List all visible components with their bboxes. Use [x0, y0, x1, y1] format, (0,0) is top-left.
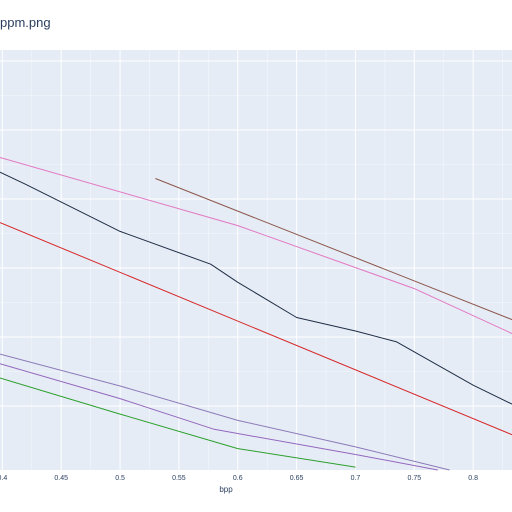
- series-line-4: [0, 222, 512, 436]
- x-tick-label: 0.6: [233, 475, 243, 482]
- x-tick-label: 0.5: [115, 475, 125, 482]
- x-tick-label: 0.55: [172, 475, 186, 482]
- series-line-1: [155, 178, 512, 321]
- series-line-7: [0, 377, 356, 468]
- chart-title: ppm.png: [0, 15, 51, 30]
- x-tick-label: 0.4: [0, 475, 7, 482]
- series-line-6: [0, 363, 438, 471]
- x-tick-label: 0.8: [468, 475, 478, 482]
- x-tick-labels: 0.4 0.45 0.5 0.55 0.6 0.65 0.7 0.75 0.8: [0, 475, 478, 482]
- x-tick-label: 0.75: [407, 475, 421, 482]
- x-tick-label: 0.7: [351, 475, 361, 482]
- series-line-2: [0, 157, 512, 334]
- plot-background: [0, 50, 512, 470]
- x-tick-label: 0.65: [290, 475, 304, 482]
- series-lines: [0, 157, 512, 471]
- series-line-5: [0, 353, 450, 471]
- x-tick-label: 0.45: [54, 475, 68, 482]
- x-axis-title: bpp: [219, 485, 233, 494]
- series-line-3: [0, 171, 512, 405]
